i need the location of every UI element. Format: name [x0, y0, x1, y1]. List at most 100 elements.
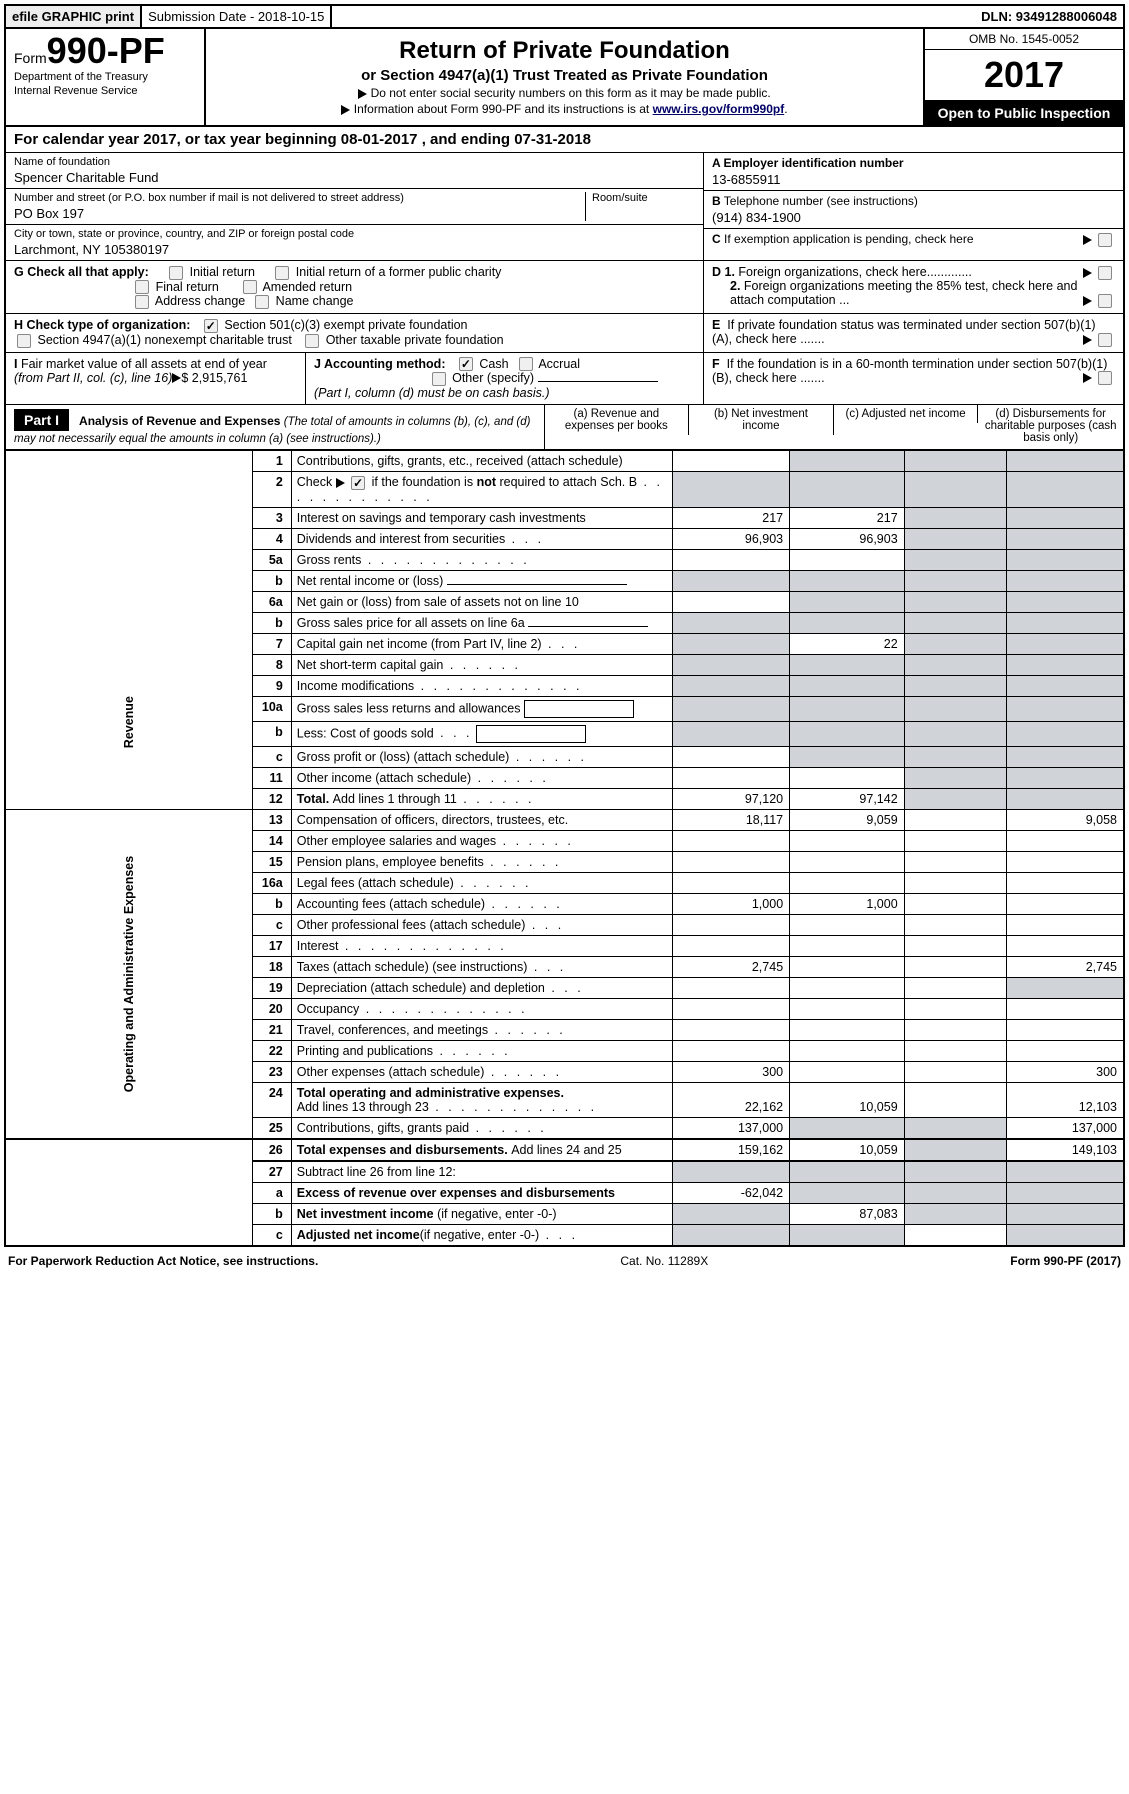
- paperwork-notice: For Paperwork Reduction Act Notice, see …: [8, 1254, 318, 1268]
- amended-checkbox[interactable]: [243, 280, 257, 294]
- foundation-info: Name of foundation Spencer Charitable Fu…: [6, 153, 1123, 261]
- line-21-desc: Travel, conferences, and meetings: [297, 1023, 488, 1037]
- form-number: 990-PF: [47, 30, 165, 71]
- name-change-checkbox[interactable]: [255, 295, 269, 309]
- 4947-checkbox[interactable]: [17, 334, 31, 348]
- 501c3-checkbox[interactable]: [204, 319, 218, 333]
- name-label: Name of foundation: [14, 156, 695, 168]
- l27a-a: -62,042: [673, 1182, 790, 1203]
- i-from: (from Part II, col. (c), line 16): [14, 371, 172, 385]
- tax-year: 2017: [925, 50, 1123, 101]
- arrow-icon: [1083, 373, 1092, 383]
- addr-change-checkbox[interactable]: [135, 295, 149, 309]
- line-17-desc: Interest: [297, 939, 339, 953]
- line-5b-desc: Net rental income or (loss): [297, 574, 444, 588]
- omb-number: OMB No. 1545-0052: [925, 29, 1123, 50]
- l7-b: 22: [790, 633, 905, 654]
- line-9-desc: Income modifications: [297, 679, 414, 693]
- form-subtitle: or Section 4947(a)(1) Trust Treated as P…: [214, 67, 915, 84]
- initial-former-checkbox[interactable]: [275, 266, 289, 280]
- exemption-label: If exemption application is pending, che…: [724, 232, 974, 246]
- phone-value: (914) 834-1900: [712, 210, 1115, 225]
- initial-return-checkbox[interactable]: [169, 266, 183, 280]
- l10b-box[interactable]: [476, 725, 586, 743]
- l10a-box[interactable]: [524, 700, 634, 718]
- initial-former-label: Initial return of a former public charit…: [296, 265, 502, 279]
- arrow-icon: [358, 89, 367, 99]
- line-27a-desc: Excess of revenue over expenses and disb…: [291, 1182, 673, 1203]
- city-label: City or town, state or province, country…: [14, 228, 695, 240]
- other-method-label: Other (specify): [452, 371, 534, 385]
- l4-a: 96,903: [673, 528, 790, 549]
- arrow-icon: [1083, 235, 1092, 245]
- line-24-desc: Add lines 13 through 23: [297, 1100, 429, 1114]
- d2-checkbox[interactable]: [1098, 294, 1112, 308]
- 501c3-label: Section 501(c)(3) exempt private foundat…: [224, 318, 467, 332]
- exemption-checkbox[interactable]: [1098, 233, 1112, 247]
- line-12-desc: Add lines 1 through 11: [333, 792, 457, 806]
- d1-checkbox[interactable]: [1098, 266, 1112, 280]
- l3-b: 217: [790, 507, 905, 528]
- h-label: H Check type of organization:: [14, 318, 190, 332]
- line-18-desc: Taxes (attach schedule) (see instruction…: [297, 960, 528, 974]
- line-11-desc: Other income (attach schedule): [297, 771, 471, 785]
- instr-2-pre: Information about Form 990-PF and its in…: [354, 102, 653, 116]
- other-taxable-label: Other taxable private foundation: [326, 333, 504, 347]
- col-b-header: (b) Net investment income: [689, 405, 834, 435]
- dept-treasury: Department of the Treasury: [14, 71, 196, 83]
- irs-link[interactable]: www.irs.gov/form990pf: [653, 102, 785, 116]
- d1-text: Foreign organizations, check here.......…: [738, 265, 971, 279]
- i-label: Fair market value of all assets at end o…: [21, 357, 267, 371]
- l16b-a: 1,000: [673, 893, 790, 914]
- accrual-checkbox[interactable]: [519, 357, 533, 371]
- l26-a: 159,162: [673, 1139, 790, 1161]
- line-27-desc: Subtract line 26 from line 12:: [291, 1161, 673, 1183]
- line-10b-desc: Less: Cost of goods sold: [297, 726, 434, 740]
- dln: DLN: 93491288006048: [975, 6, 1123, 27]
- col-c-header: (c) Adjusted net income: [834, 405, 979, 423]
- line-20-desc: Occupancy: [297, 1002, 360, 1016]
- e-text: If private foundation status was termina…: [712, 318, 1096, 346]
- l2-mid: if the foundation is: [368, 475, 476, 489]
- final-return-checkbox[interactable]: [135, 280, 149, 294]
- arrow-icon: [1083, 335, 1092, 345]
- e-checkbox[interactable]: [1098, 333, 1112, 347]
- ein-value: 13-6855911: [712, 172, 1115, 187]
- d2-text: Foreign organizations meeting the 85% te…: [730, 279, 1077, 307]
- l24-d: 12,103: [1006, 1082, 1123, 1117]
- amended-label: Amended return: [262, 280, 352, 294]
- addr-label: Number and street (or P.O. box number if…: [14, 192, 585, 204]
- form-version: Form 990-PF (2017): [1010, 1254, 1121, 1268]
- form-title: Return of Private Foundation: [214, 37, 915, 65]
- line-6a-desc: Net gain or (loss) from sale of assets n…: [291, 591, 673, 612]
- line-13-desc: Compensation of officers, directors, tru…: [291, 809, 673, 830]
- name-change-label: Name change: [276, 294, 354, 308]
- line-16a-desc: Legal fees (attach schedule): [297, 876, 454, 890]
- part1-title: Analysis of Revenue and Expenses: [79, 414, 284, 428]
- cash-checkbox[interactable]: [459, 357, 473, 371]
- schb-checkbox[interactable]: [351, 476, 365, 490]
- cat-number: Cat. No. 11289X: [620, 1254, 708, 1268]
- other-method-checkbox[interactable]: [432, 372, 446, 386]
- form-label: Form: [14, 50, 47, 66]
- line-16c-desc: Other professional fees (attach schedule…: [297, 918, 526, 932]
- line-22-desc: Printing and publications: [297, 1044, 433, 1058]
- part1-label: Part I: [14, 409, 69, 431]
- revenue-section-label: Revenue: [122, 512, 136, 748]
- line-15-desc: Pension plans, employee benefits: [297, 855, 484, 869]
- f-checkbox[interactable]: [1098, 371, 1112, 385]
- line-5a-desc: Gross rents: [297, 553, 362, 567]
- instr-1: Do not enter social security numbers on …: [371, 86, 771, 100]
- j-note: (Part I, column (d) must be on cash basi…: [314, 386, 550, 400]
- line-8-desc: Net short-term capital gain: [297, 658, 444, 672]
- l2-end: required to attach Sch. B: [496, 475, 637, 489]
- line-16b-desc: Accounting fees (attach schedule): [297, 897, 485, 911]
- line-23-desc: Other expenses (attach schedule): [297, 1065, 485, 1079]
- other-taxable-checkbox[interactable]: [305, 334, 319, 348]
- line-2-pre: Check: [297, 475, 336, 489]
- accrual-label: Accrual: [538, 357, 580, 371]
- l4-b: 96,903: [790, 528, 905, 549]
- room-label: Room/suite: [592, 192, 695, 204]
- efile-button[interactable]: efile GRAPHIC print: [6, 6, 142, 27]
- line-10a-desc: Gross sales less returns and allowances: [297, 701, 521, 715]
